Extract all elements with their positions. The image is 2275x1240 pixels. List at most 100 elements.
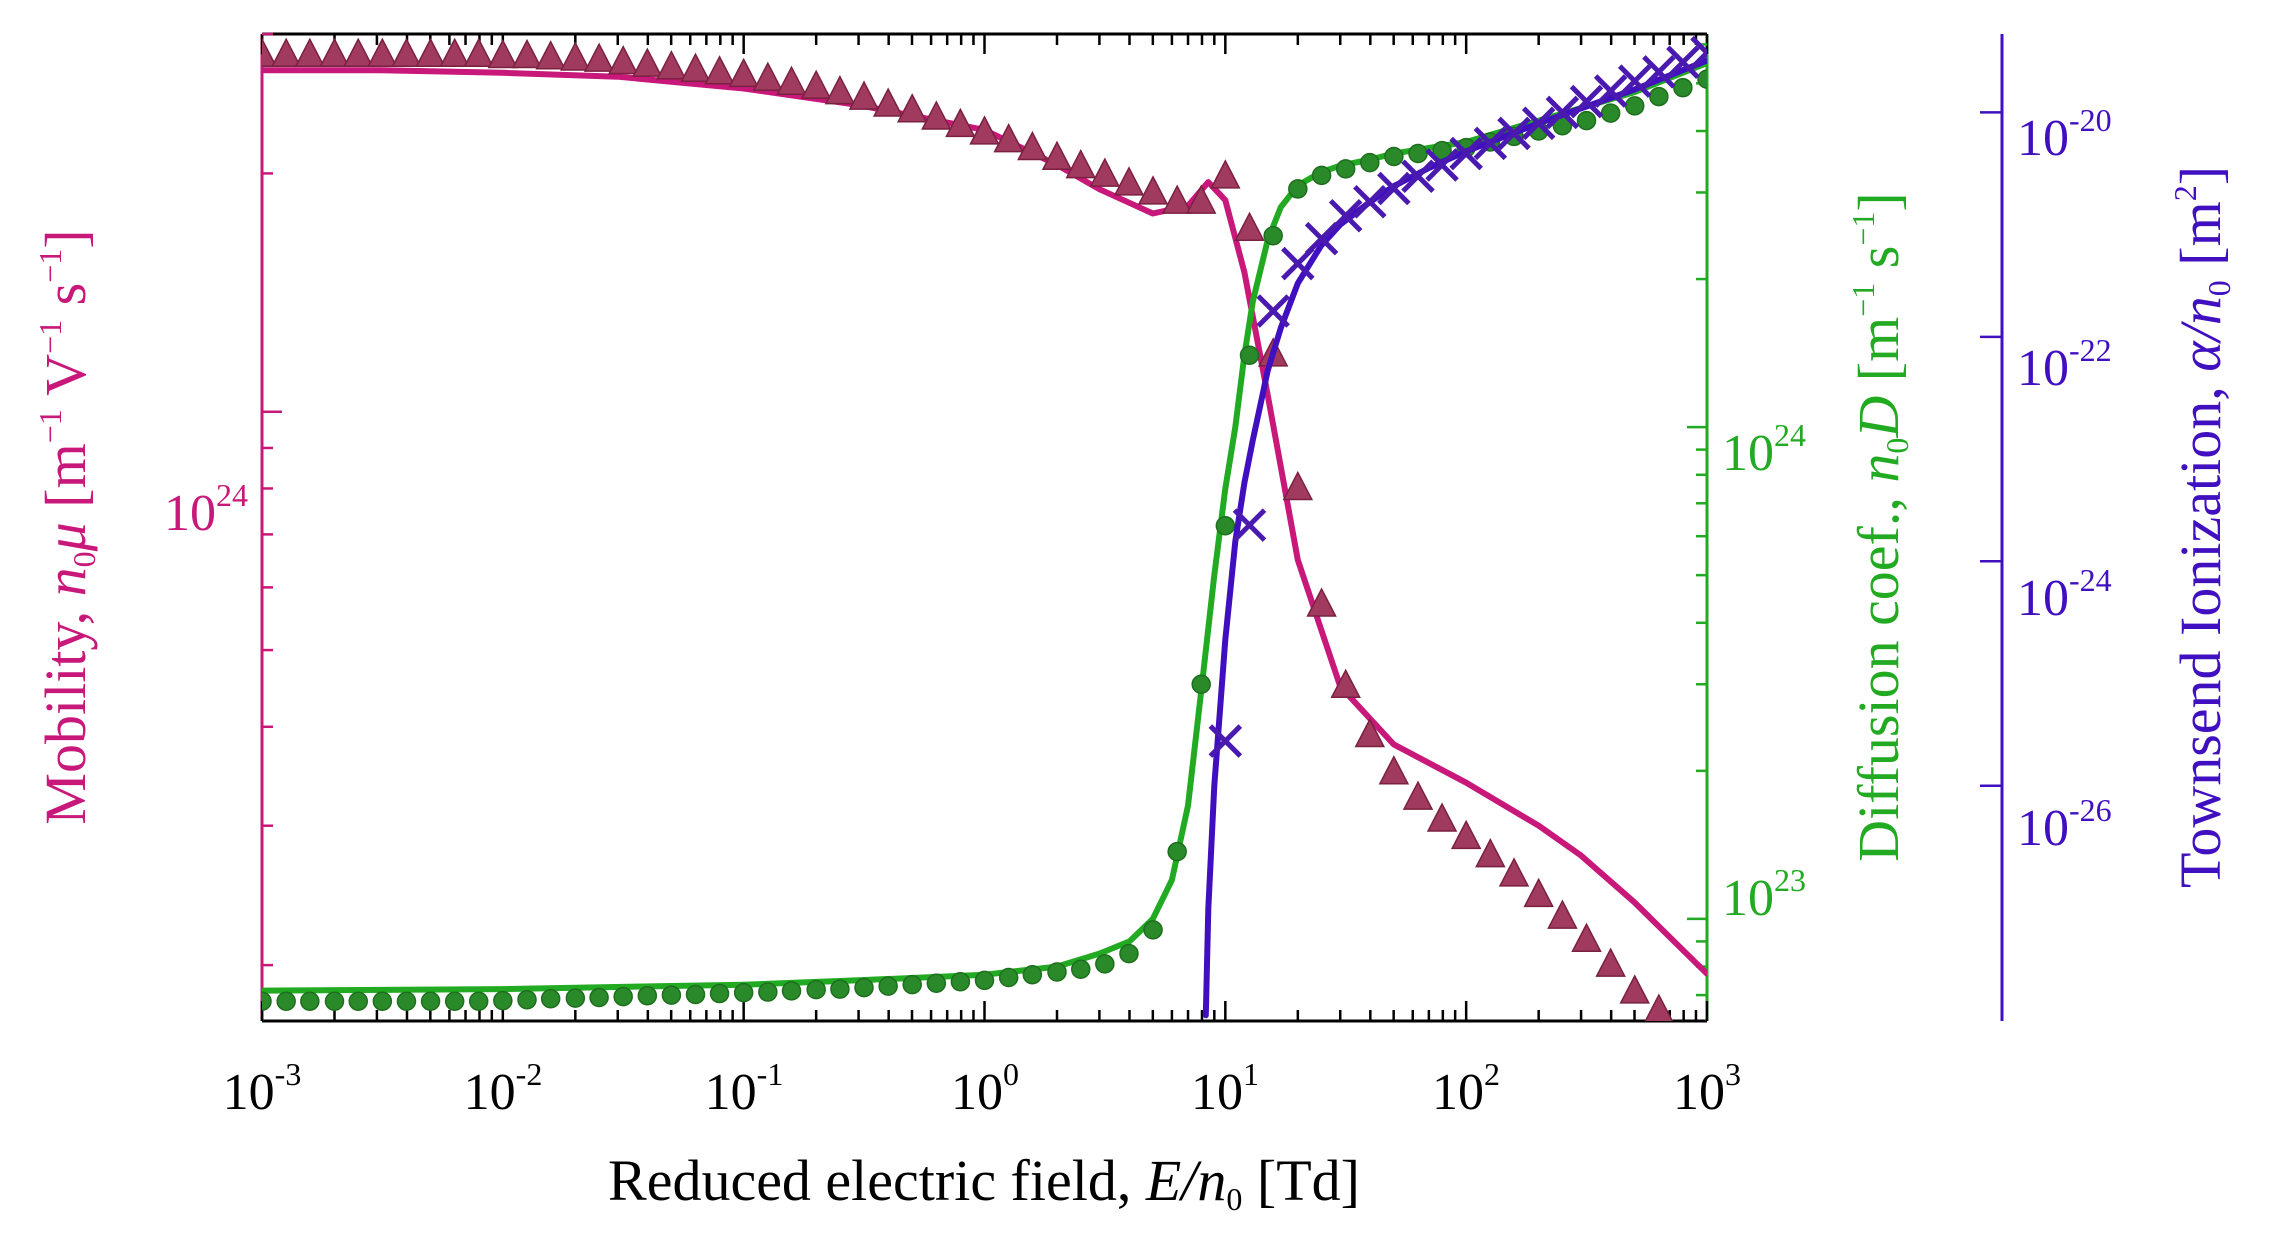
diffusion-marker (1576, 110, 1597, 131)
diffusion-marker (1288, 179, 1308, 199)
mobility-marker (704, 55, 735, 85)
mobility-marker (1475, 837, 1506, 868)
mobility-marker (1234, 211, 1265, 242)
mobility-marker (343, 37, 374, 68)
diffusion-marker (1022, 964, 1043, 985)
x-tick-label: 10-2 (464, 1056, 543, 1121)
mobility-marker (632, 47, 663, 77)
diffusion-marker (517, 989, 537, 1010)
diffusion-marker (1311, 165, 1332, 186)
diffusion-axis-title: Diffusion coef., n0D [m−1 s−1] (1845, 192, 1915, 861)
diffusion-tick-label: 1023 (1722, 862, 1806, 927)
mobility-marker (583, 42, 615, 72)
diffusion-marker (324, 991, 345, 1012)
mobility-marker (270, 37, 302, 68)
mobility-marker (800, 69, 832, 99)
diffusion-tick-label: 1024 (1722, 417, 1806, 482)
diffusion-marker (420, 991, 441, 1012)
mobility-marker (1354, 717, 1386, 748)
townsend-marker (1425, 148, 1459, 182)
mobility-marker (294, 37, 326, 68)
diffusion-marker (1143, 920, 1163, 940)
diffusion-marker (1263, 225, 1283, 246)
townsend-marker (1497, 116, 1531, 151)
townsend-marker (1521, 106, 1556, 141)
diffusion-marker (444, 991, 465, 1012)
diffusion-marker (974, 970, 995, 991)
mobility-marker (1547, 899, 1578, 929)
diffusion-marker (1215, 516, 1236, 536)
townsend-marker (1377, 171, 1411, 206)
mobility-marker (415, 37, 446, 68)
townsend-markers (1208, 36, 1707, 758)
townsend-marker (1401, 159, 1435, 194)
mobility-marker (1282, 470, 1314, 501)
mobility-marker (1137, 175, 1169, 205)
townsend-axis-title: Townsend Ionization, α/n0 [m2] (2167, 166, 2237, 888)
townsend-marker (1353, 184, 1387, 219)
mobility-marker (391, 37, 422, 68)
diffusion-marker (1167, 841, 1187, 862)
diffusion-marker (1119, 943, 1139, 964)
mobility-marker (1041, 140, 1073, 171)
mobility-tick-label: 1024 (164, 477, 248, 542)
diffusion-marker (276, 991, 296, 1012)
townsend-marker (1545, 95, 1580, 130)
townsend-marker (1666, 45, 1700, 80)
diffusion-marker (1673, 77, 1693, 98)
mobility-marker (680, 52, 711, 82)
diffusion-marker (372, 991, 393, 1012)
diffusion-marker (781, 981, 802, 1001)
diffusion-marker (685, 984, 706, 1005)
mobility-marker (1161, 184, 1193, 214)
townsend-tick-label: 10-20 (2017, 102, 2112, 167)
diffusion-marker (902, 974, 922, 995)
mobility-marker (1644, 993, 1674, 1021)
diffusion-marker (348, 991, 369, 1012)
mobility-marker (776, 65, 807, 95)
mobility-line (262, 67, 1707, 977)
series-layer (262, 36, 1707, 1021)
diffusion-marker (1047, 962, 1067, 982)
mobility-marker (1330, 668, 1361, 699)
townsend-tick-label: 10-22 (2017, 332, 2112, 397)
townsend-marker (1328, 198, 1363, 233)
mobility-marker (439, 37, 470, 68)
townsend-marker (1690, 36, 1707, 70)
mobility-marker (969, 115, 1000, 145)
mobility-marker (1378, 755, 1410, 785)
diffusion-marker (1697, 69, 1707, 89)
diffusion-marker (300, 991, 320, 1012)
diffusion-markers (262, 69, 1707, 1012)
x-tick-label: 100 (951, 1056, 1019, 1121)
x-tick-labels: 10-3 10-2 10-1 100 101 102 103 (223, 1056, 1741, 1121)
mobility-marker (535, 40, 566, 70)
townsend-marker (1642, 55, 1676, 89)
mobility-marker (824, 74, 856, 105)
x-tick-label: 101 (1191, 1056, 1259, 1121)
townsend-marker (1256, 294, 1290, 328)
townsend-marker (1569, 84, 1604, 119)
x-tick-label: 102 (1432, 1056, 1500, 1121)
diffusion-marker (589, 987, 609, 1008)
mobility-marker (262, 37, 278, 68)
mobility-marker (1306, 587, 1337, 617)
diffusion-marker (468, 991, 489, 1012)
diffusion-marker (1071, 959, 1091, 979)
townsend-marker (1593, 74, 1628, 108)
townsend-tick-label: 10-26 (2017, 792, 2112, 857)
diffusion-marker (830, 979, 850, 999)
diffusion-marker (806, 979, 826, 1000)
diffusion-marker (950, 972, 971, 992)
diffusion-marker (637, 985, 658, 1006)
townsend-marker (1232, 508, 1267, 542)
diffusion-marker (733, 982, 754, 1003)
diffusion-marker (262, 991, 272, 1012)
mobility-marker (921, 100, 952, 130)
mobility-markers (262, 37, 1684, 1021)
townsend-line (1202, 57, 1707, 1019)
diffusion-marker (926, 973, 947, 993)
diffusion-marker (1408, 143, 1428, 164)
mobility-marker (607, 45, 639, 75)
mobility-marker (1210, 159, 1241, 189)
